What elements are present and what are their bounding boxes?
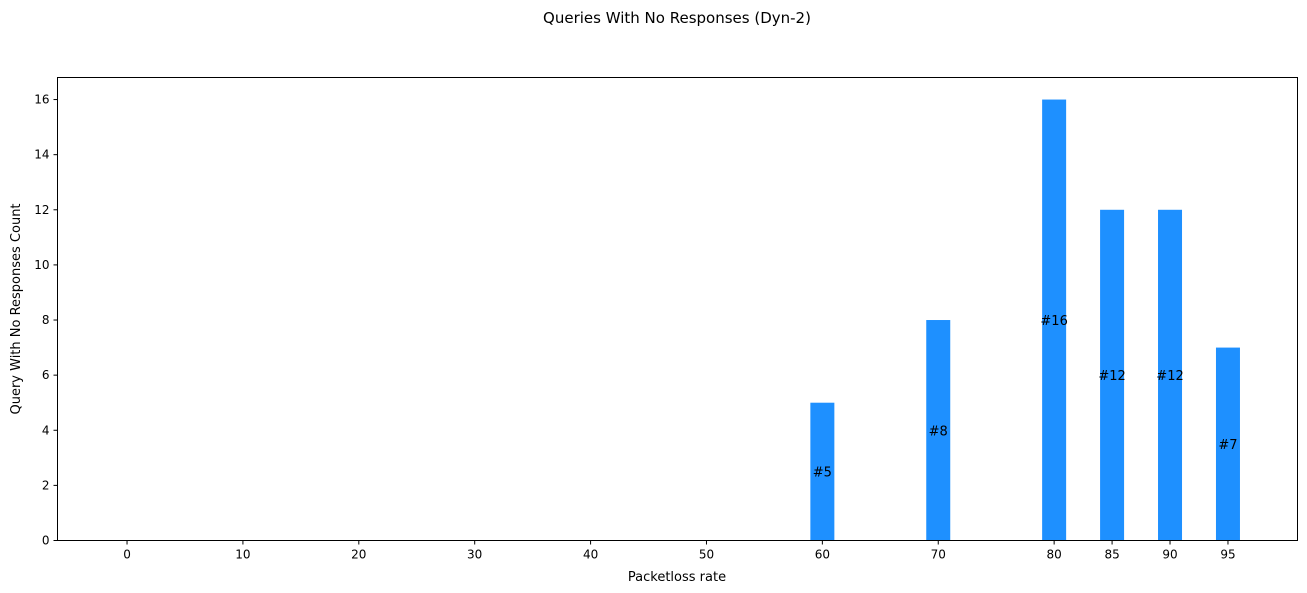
- bar-95: [1215, 347, 1240, 541]
- x-tick-label: 90: [1162, 548, 1177, 562]
- y-tick-label: 16: [34, 93, 49, 107]
- x-tick-label: 30: [467, 548, 482, 562]
- y-tick-label: 8: [42, 313, 50, 327]
- x-tick-label: 50: [699, 548, 714, 562]
- bar-60: [810, 402, 835, 541]
- bar-label-60: #5: [813, 466, 832, 481]
- bar-80: [1042, 99, 1067, 541]
- chart-title: Queries With No Responses (Dyn-2): [543, 9, 811, 27]
- bar-label-90: #12: [1156, 369, 1183, 384]
- y-tick-label: 0: [42, 534, 50, 548]
- y-tick-label: 4: [42, 423, 50, 437]
- x-tick-label: 60: [815, 548, 830, 562]
- bar-70: [926, 320, 951, 541]
- bar-90: [1158, 209, 1183, 541]
- x-tick-label: 80: [1046, 548, 1061, 562]
- bars-group: [810, 99, 1240, 541]
- y-tick-label: 2: [42, 478, 50, 492]
- bar-85: [1100, 209, 1125, 541]
- x-axis: 0 10 20 30 40 50 60 70 80 85 90 95: [123, 540, 1236, 562]
- bar-label-95: #7: [1218, 438, 1237, 453]
- x-tick-label: 40: [583, 548, 598, 562]
- plot-frame: [57, 77, 1298, 541]
- x-tick-label: 0: [123, 548, 131, 562]
- y-tick-label: 10: [34, 258, 49, 272]
- bar-label-80: #16: [1040, 314, 1067, 329]
- x-tick-label: 95: [1220, 548, 1235, 562]
- x-axis-label: Packetloss rate: [628, 570, 726, 585]
- x-tick-label: 85: [1104, 548, 1119, 562]
- y-tick-label: 12: [34, 203, 49, 217]
- x-tick-label: 20: [351, 548, 366, 562]
- bar-labels-group: #5 #8 #16 #12 #12 #7: [813, 314, 1238, 481]
- y-tick-label: 14: [34, 148, 49, 162]
- bar-label-85: #12: [1098, 369, 1125, 384]
- y-axis: 0 2 4 6 8 10 12 14 16: [34, 93, 58, 548]
- y-axis-label: Query With No Responses Count: [9, 203, 24, 414]
- y-tick-label: 6: [42, 368, 50, 382]
- x-tick-label: 10: [235, 548, 250, 562]
- bar-label-70: #8: [929, 424, 948, 439]
- x-tick-label: 70: [931, 548, 946, 562]
